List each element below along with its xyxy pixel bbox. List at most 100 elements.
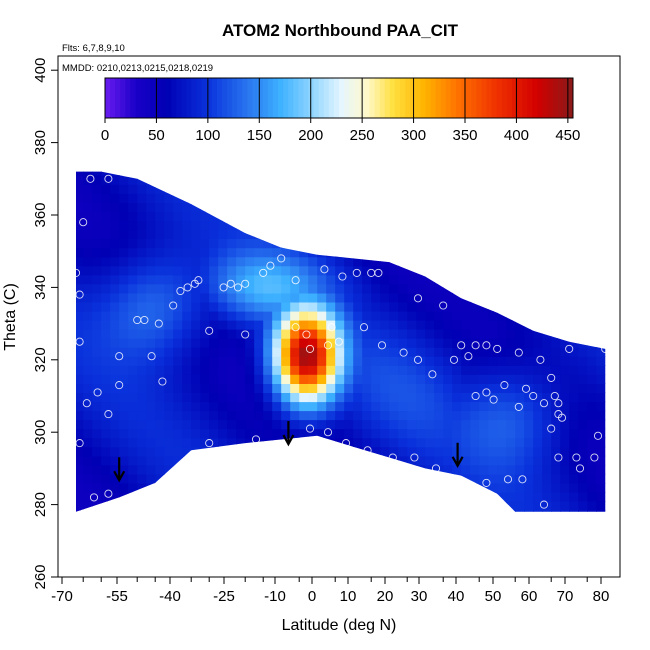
down-arrow xyxy=(451,442,464,469)
field-cell xyxy=(254,491,264,502)
field-cell xyxy=(596,338,606,348)
field-cell xyxy=(317,501,327,511)
field-cell xyxy=(497,410,507,421)
field-cell xyxy=(173,347,183,357)
field-cell xyxy=(236,193,246,203)
field-cell xyxy=(533,374,543,384)
field-cell xyxy=(200,211,210,222)
field-cell xyxy=(65,220,75,230)
field-cell xyxy=(272,329,282,339)
field-cell xyxy=(524,428,534,439)
field-cell xyxy=(605,193,615,203)
field-cell xyxy=(263,401,273,412)
field-cell xyxy=(101,256,111,267)
field-cell xyxy=(362,202,372,212)
field-cell xyxy=(191,229,201,240)
field-cell xyxy=(164,365,174,375)
field-cell xyxy=(407,202,417,212)
field-cell xyxy=(76,310,84,321)
field-cell xyxy=(443,437,453,448)
colorbar-cell xyxy=(547,78,554,118)
field-cell xyxy=(92,473,102,484)
field-cell xyxy=(380,501,390,511)
field-cell xyxy=(200,338,210,348)
field-cell xyxy=(344,491,354,502)
field-cell xyxy=(92,184,102,194)
field-cell xyxy=(146,310,156,321)
field-cell xyxy=(389,510,399,512)
field-cell xyxy=(326,292,336,303)
field-cell xyxy=(137,202,147,212)
field-cell xyxy=(506,383,516,393)
field-cell xyxy=(353,464,363,475)
field-cell xyxy=(65,248,75,258)
field-cell xyxy=(137,171,147,176)
field-cell xyxy=(137,437,147,448)
field-cell xyxy=(605,329,615,339)
field-cell xyxy=(218,473,228,484)
observation-point xyxy=(251,435,261,444)
field-cell xyxy=(560,310,570,321)
field-cell xyxy=(362,356,372,366)
field-cell xyxy=(587,301,597,312)
field-cell xyxy=(425,383,435,393)
field-cell xyxy=(263,184,273,194)
field-cell xyxy=(137,338,147,348)
observation-point xyxy=(399,348,408,357)
field-cell xyxy=(245,473,255,484)
observation-point xyxy=(514,402,523,411)
colorbar-cell xyxy=(130,78,137,118)
field-cell xyxy=(92,310,102,321)
field-cell xyxy=(434,419,444,430)
field-cell xyxy=(218,401,228,412)
field-cell xyxy=(209,310,219,321)
colorbar-cell xyxy=(176,78,182,118)
field-cell xyxy=(479,157,489,167)
field-cell xyxy=(560,356,570,366)
field-cell xyxy=(254,374,264,384)
field-cell xyxy=(65,239,75,249)
field-cell xyxy=(290,356,300,366)
field-cell xyxy=(452,265,462,276)
field-cell xyxy=(434,437,444,448)
field-cell xyxy=(254,356,264,366)
field-cell xyxy=(236,428,246,439)
field-cell xyxy=(452,211,462,222)
field-cell xyxy=(461,238,471,249)
field-cell xyxy=(317,184,327,194)
field-cell xyxy=(605,184,615,194)
field-cell xyxy=(101,383,111,393)
field-cell xyxy=(164,220,174,231)
field-cell xyxy=(524,171,534,176)
field-cell xyxy=(254,446,264,457)
field-cell xyxy=(218,157,228,167)
field-cell xyxy=(83,419,93,430)
colorbar-cell xyxy=(257,78,264,118)
field-cell xyxy=(137,392,147,403)
field-cell xyxy=(407,265,417,276)
field-cell xyxy=(614,447,624,457)
field-cell xyxy=(335,365,345,375)
field-cell xyxy=(101,347,111,357)
field-cell xyxy=(470,401,480,412)
field-cell xyxy=(371,229,381,240)
field-cell xyxy=(155,283,165,294)
field-cell xyxy=(83,446,93,457)
field-cell xyxy=(263,501,273,511)
field-cell xyxy=(560,510,570,512)
observation-point xyxy=(439,301,448,310)
field-cell xyxy=(524,419,534,430)
field-cell xyxy=(227,175,237,185)
field-cell xyxy=(191,446,201,457)
colorbar-cell xyxy=(171,78,177,118)
field-cell xyxy=(479,482,489,493)
field-cell xyxy=(164,175,174,185)
y-tick-label: 320 xyxy=(32,347,49,372)
field-cell xyxy=(299,401,309,412)
field-cell xyxy=(452,501,462,511)
field-cell xyxy=(101,428,111,439)
field-cell xyxy=(119,256,129,267)
field-cell xyxy=(371,274,381,285)
colorbar-cell xyxy=(125,78,131,118)
field-cell xyxy=(110,455,120,466)
